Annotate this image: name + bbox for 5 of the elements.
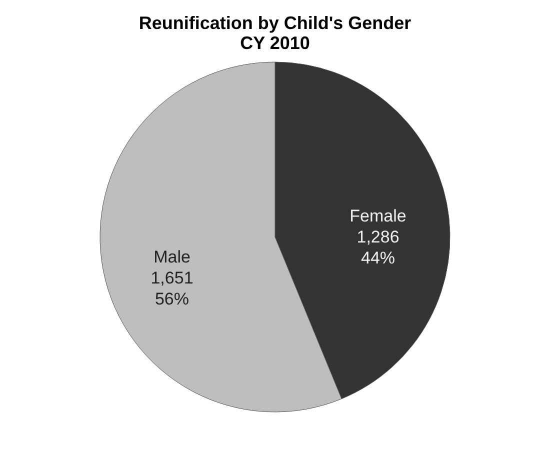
chart-title: Reunification by Child's Gender CY 2010 [138,13,412,53]
slice-label: Male [154,247,190,266]
data-label: 1,286 44% [356,228,400,268]
slice-label: Female [350,206,406,226]
data-label: 1,651 56% [150,268,194,308]
